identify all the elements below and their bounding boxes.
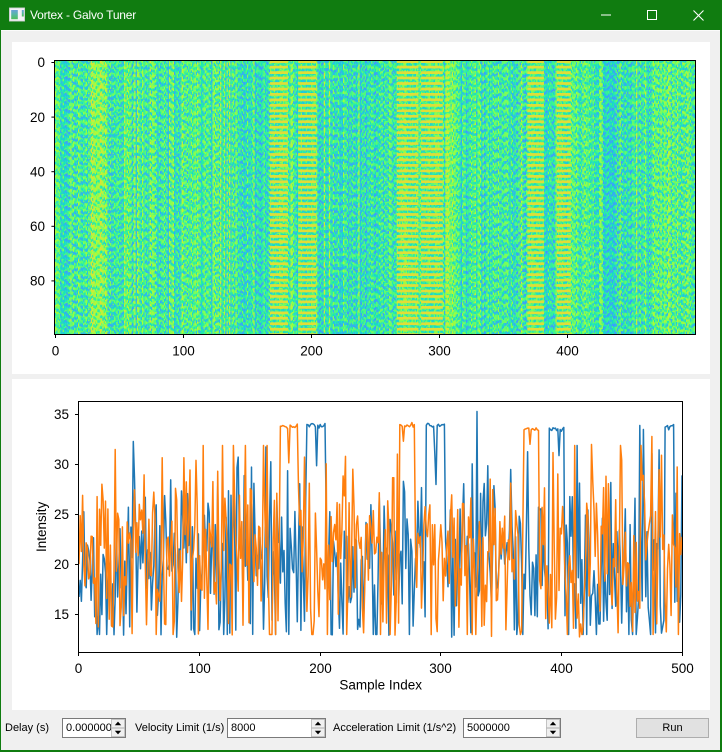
svg-text:400: 400 [556, 344, 579, 359]
svg-text:0: 0 [37, 55, 45, 70]
svg-text:400: 400 [550, 661, 573, 676]
svg-text:100: 100 [188, 661, 211, 676]
svg-text:30: 30 [54, 457, 69, 472]
svg-text:200: 200 [309, 661, 332, 676]
svg-text:20: 20 [54, 557, 69, 572]
svg-text:40: 40 [30, 164, 45, 179]
svg-text:100: 100 [172, 344, 195, 359]
svg-text:Sample Index: Sample Index [339, 678, 422, 693]
svg-text:60: 60 [30, 219, 45, 234]
svg-text:25: 25 [54, 507, 69, 522]
svg-text:35: 35 [54, 407, 69, 422]
svg-text:80: 80 [30, 274, 45, 289]
svg-text:0: 0 [52, 344, 60, 359]
svg-text:300: 300 [428, 344, 451, 359]
svg-text:15: 15 [54, 607, 69, 622]
svg-text:300: 300 [429, 661, 452, 676]
svg-text:20: 20 [30, 110, 45, 125]
svg-text:Intensity: Intensity [34, 502, 49, 553]
svg-text:200: 200 [300, 344, 323, 359]
svg-text:0: 0 [75, 661, 83, 676]
svg-text:500: 500 [671, 661, 694, 676]
